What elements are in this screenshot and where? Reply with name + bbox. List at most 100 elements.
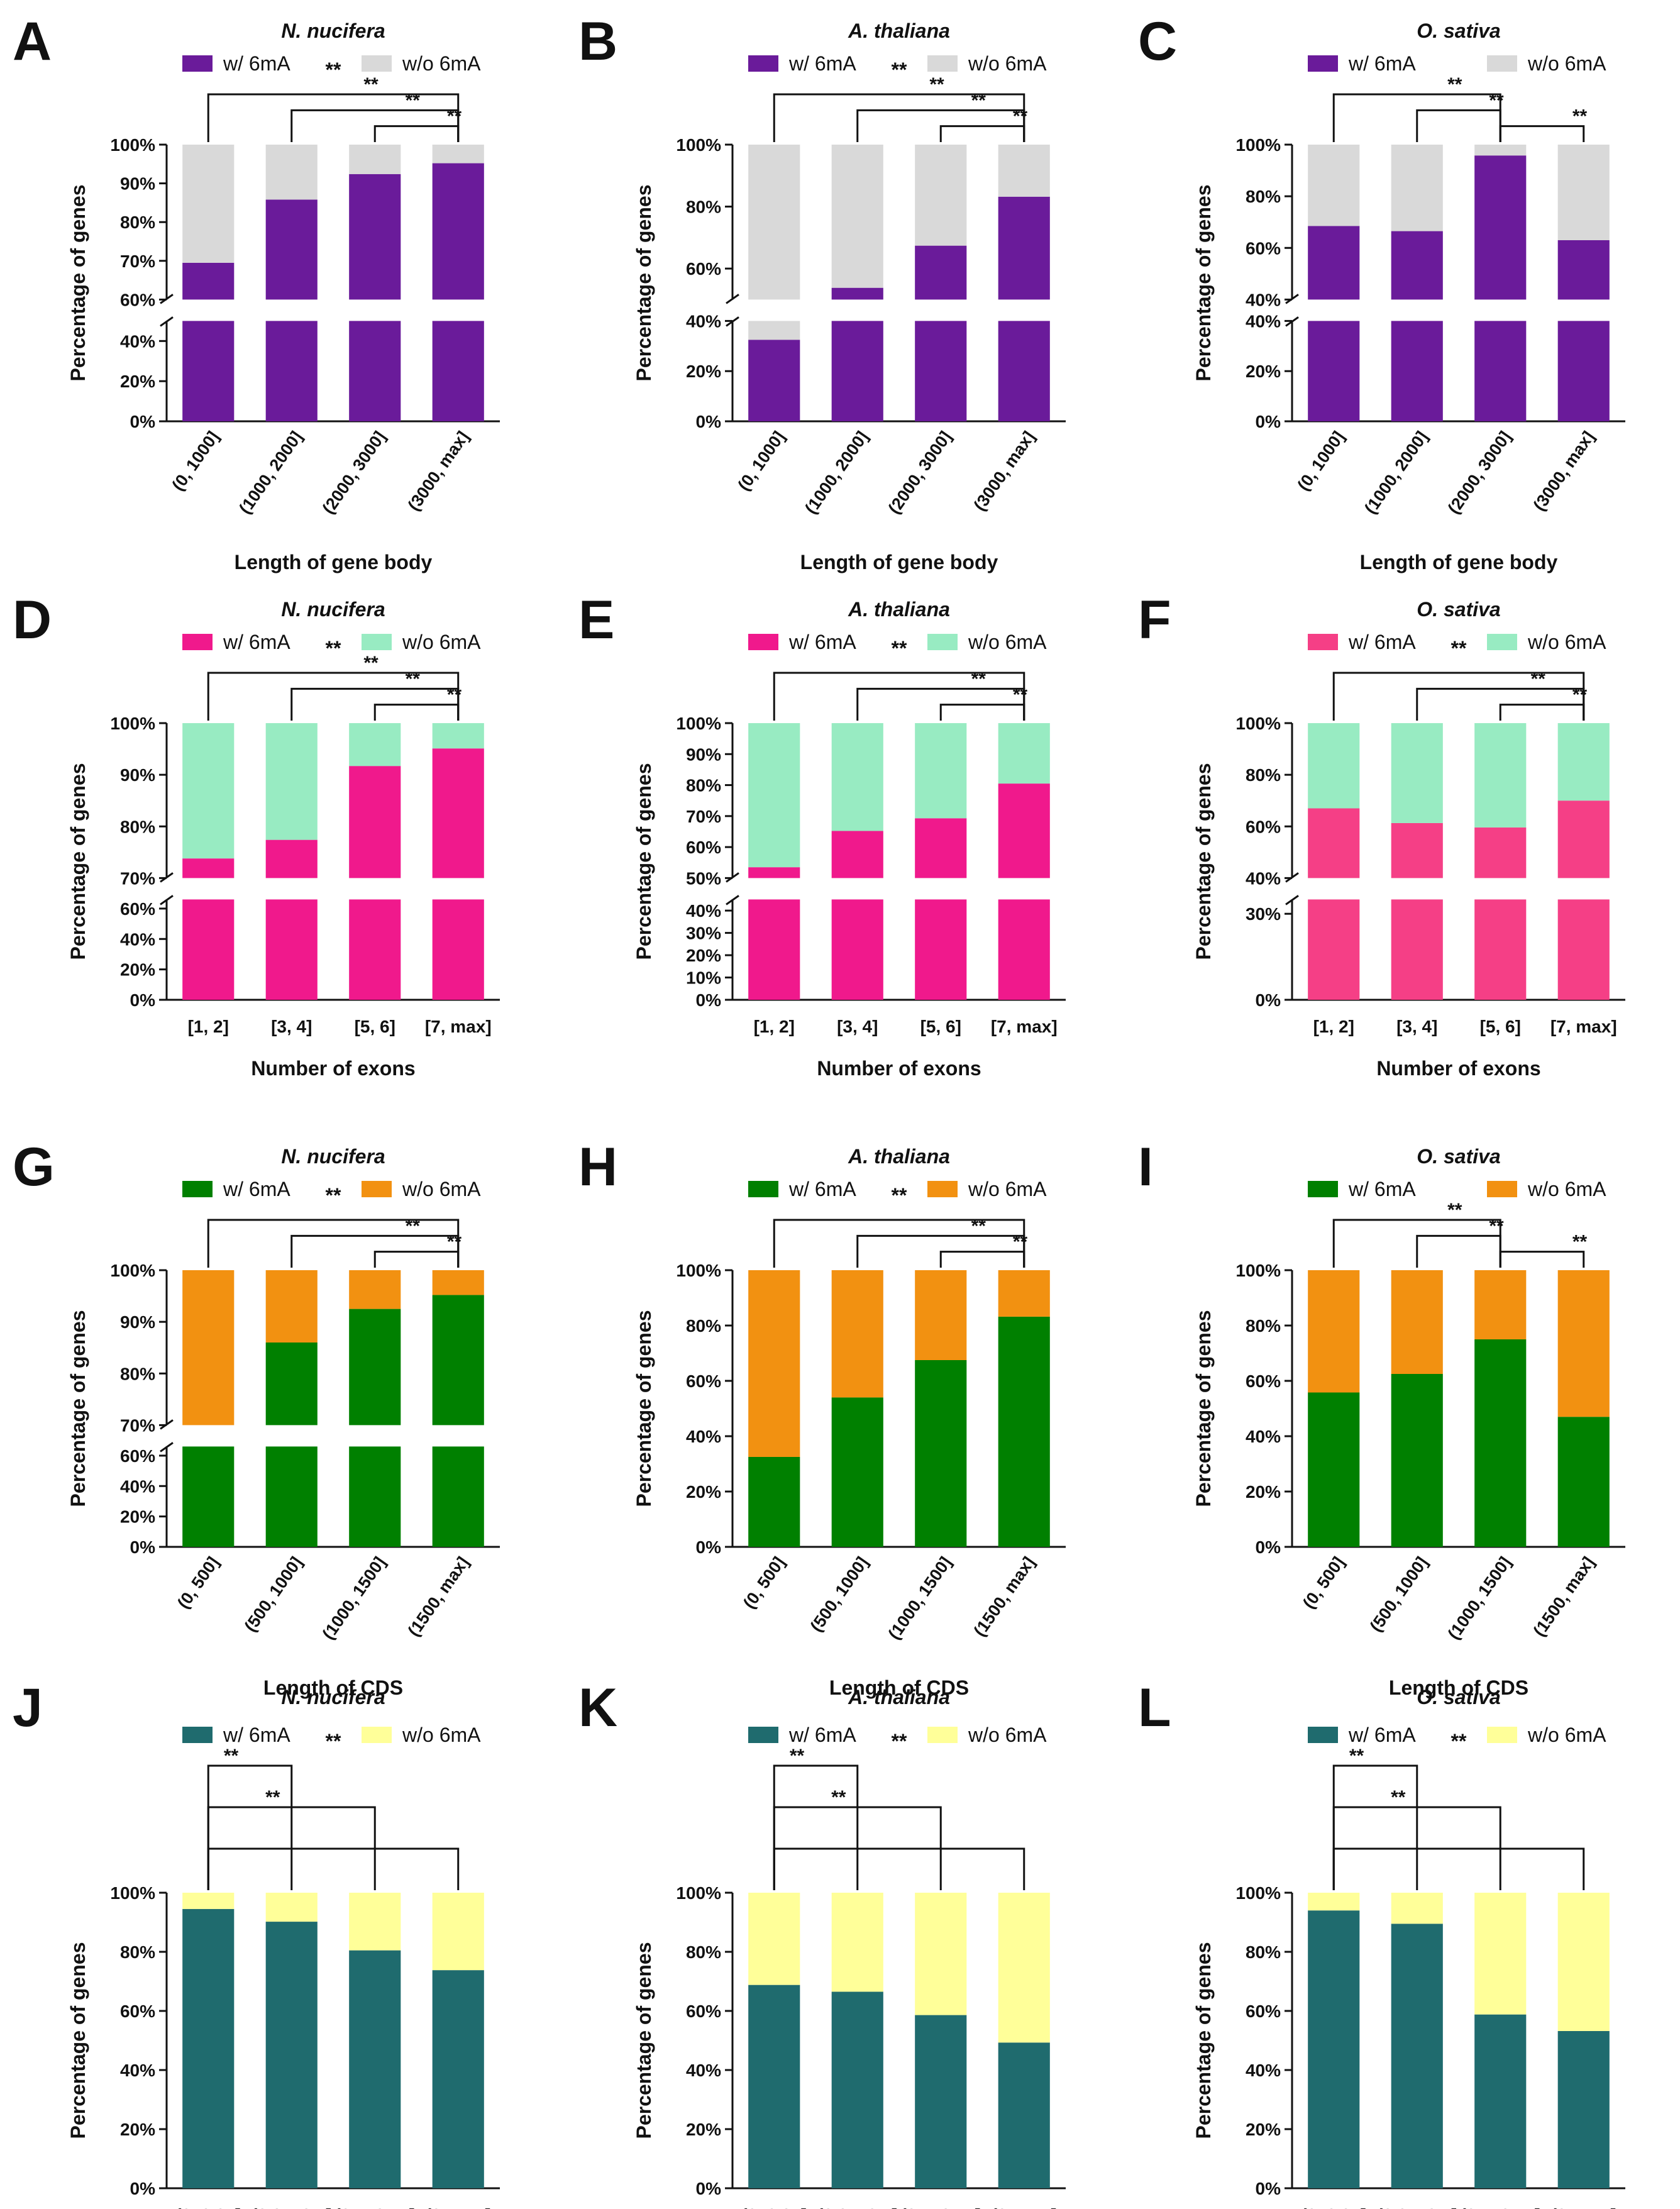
bar-with-6ma: [1308, 808, 1360, 878]
bar-without-6ma: [831, 723, 883, 831]
bar-with-6ma: [182, 1446, 235, 1547]
significance-label: **: [1013, 1232, 1028, 1253]
significance-label: **: [1489, 90, 1504, 111]
legend-swatch-without-6ma: [362, 1181, 392, 1197]
y-tick-label: 80%: [686, 1942, 721, 1962]
bar-with-6ma: [1391, 899, 1443, 1000]
legend-significance: **: [326, 58, 341, 81]
y-axis: 0% 20% 40% 60% 80% 100%: [110, 1883, 168, 2198]
y-axis: 0% 20% 40% 60% 80% 100%: [676, 1883, 734, 2198]
x-tick-label: (3000, max]: [970, 428, 1039, 514]
significance-label: **: [447, 685, 462, 706]
legend-swatch-with-6ma: [182, 634, 213, 650]
bar-with-6ma: [998, 321, 1050, 421]
y-tick-label: 80%: [686, 1316, 721, 1336]
x-tick-label: (500, 1000]: [1366, 1553, 1432, 1635]
bar-with-6ma: [748, 899, 800, 1000]
y-tick-label: 80%: [1246, 187, 1281, 206]
legend-label-with-6ma: w/ 6mA: [788, 52, 856, 75]
bar-with-6ma: [1474, 1339, 1527, 1547]
bar-with-6ma: [998, 196, 1050, 300]
y-tick-label: 100%: [676, 1261, 721, 1280]
bar-without-6ma: [748, 145, 800, 300]
y-tick-label: 0%: [1256, 1537, 1281, 1557]
y-tick-label: 20%: [686, 1482, 721, 1502]
bar-with-6ma: [1557, 2030, 1610, 2188]
chart-title: N. nucifera: [281, 598, 385, 621]
y-tick-label: 60%: [686, 2001, 721, 2021]
x-tick-label: (0, 500]: [1299, 1553, 1348, 1612]
panel-letter: I: [1138, 1137, 1153, 1197]
bar-without-6ma: [182, 1893, 235, 1909]
legend-swatch-with-6ma: [182, 1181, 213, 1197]
y-tick-label: 100%: [1235, 714, 1281, 733]
significance-bracket: [939, 704, 1025, 721]
x-tick-label: (1000, 2000]: [1361, 428, 1431, 518]
bars: [1308, 723, 1610, 1000]
significance-label: **: [265, 1787, 280, 1808]
axis-break-mark: [726, 294, 739, 304]
bar-without-6ma: [265, 1270, 318, 1343]
bar-without-6ma: [915, 1893, 967, 2015]
x-tick-label: (0, 1000]: [169, 428, 223, 494]
bar-with-6ma: [182, 321, 235, 421]
bar-without-6ma: [1391, 723, 1443, 823]
x-tick-label: (1000, 1500]: [1444, 1553, 1515, 1643]
bar-without-6ma: [265, 1893, 318, 1922]
y-axis: 0% 20% 40% 60% 80% 100%: [676, 1261, 734, 1557]
significance-label: **: [406, 1215, 421, 1236]
bar-with-6ma: [748, 340, 800, 421]
x-tick-label: (0.5, 0.75]: [1460, 2205, 1540, 2209]
significance-brackets: ** ** **: [1332, 1200, 1587, 1268]
chart-title: O. sativa: [1417, 19, 1500, 42]
bar-without-6ma: [1308, 1270, 1360, 1393]
significance-brackets: ** **: [207, 1746, 460, 1890]
bar-without-6ma: [998, 145, 1050, 197]
significance-brackets: ** **: [1332, 1746, 1585, 1890]
y-axis-label: Percentage of genes: [1192, 1942, 1215, 2139]
x-tick-label: [3, 4]: [1396, 1017, 1437, 1036]
significance-label: **: [929, 74, 944, 95]
legend-swatch-without-6ma: [1487, 634, 1517, 650]
y-axis-label: Percentage of genes: [633, 1942, 655, 2139]
bar-without-6ma: [349, 1893, 401, 1951]
y-tick-label: 20%: [686, 2120, 721, 2139]
x-tick-label: (0.5, 0.75]: [900, 2205, 981, 2209]
bar-with-6ma: [748, 1457, 800, 1547]
bars: [748, 723, 1050, 1000]
significance-label: **: [971, 668, 986, 689]
y-tick-label: 20%: [1246, 1482, 1281, 1502]
bar-with-6ma: [1474, 2014, 1527, 2188]
bar-with-6ma: [1308, 226, 1360, 300]
bar-without-6ma: [1557, 1893, 1610, 2031]
significance-label: **: [224, 1746, 239, 1766]
x-tick-label: (1000, 1500]: [319, 1553, 389, 1643]
bar-with-6ma: [265, 899, 318, 1000]
significance-brackets: ** ** **: [207, 653, 462, 721]
chart-title: O. sativa: [1417, 1145, 1500, 1168]
x-tick-label: (2000, 3000]: [1444, 428, 1515, 518]
bar-without-6ma: [998, 1893, 1050, 2043]
significance-brackets: ** ** **: [1332, 74, 1587, 142]
bar-without-6ma: [748, 723, 800, 868]
significance-bracket: [773, 1764, 859, 1890]
bar-with-6ma: [748, 867, 800, 878]
legend-significance: **: [326, 1730, 341, 1752]
bar-with-6ma: [349, 1309, 401, 1426]
legend-label-without-6ma: w/o 6mA: [968, 52, 1047, 75]
y-tick-label: 80%: [120, 817, 155, 836]
bar-without-6ma: [432, 723, 484, 749]
legend-significance: **: [892, 58, 907, 81]
legend-swatch-with-6ma: [748, 1727, 778, 1743]
x-axis-label: Length of CDS: [263, 1676, 403, 1699]
y-tick-label: 40%: [120, 929, 155, 949]
significance-bracket: [1416, 1234, 1501, 1268]
y-tick-label: 60%: [686, 1371, 721, 1391]
y-tick-label: 80%: [686, 197, 721, 217]
significance-bracket: [1332, 1847, 1585, 1890]
y-tick-label: 10%: [686, 968, 721, 988]
x-tick-label: (0, 0.25]: [741, 2205, 807, 2209]
significance-bracket: [773, 1847, 1025, 1890]
